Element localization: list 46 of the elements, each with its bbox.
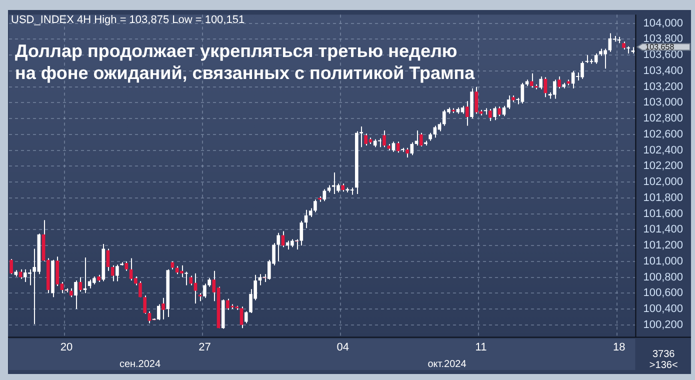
candlestick: [608, 32, 612, 52]
candlestick: [116, 264, 119, 282]
text: >136<: [648, 360, 679, 371]
candlestick: [506, 95, 510, 110]
chart-subtitle: USD_INDEX 4H High = 103,875 Low = 100,151: [11, 14, 245, 26]
candlestick: [594, 52, 598, 64]
y-tick-label: 101,600: [643, 208, 684, 220]
x-tick-label: 18: [612, 341, 626, 354]
candlestick: [493, 106, 496, 121]
x-tick-label: 27: [198, 341, 211, 354]
candlestick: [74, 280, 78, 310]
y-tick-label: 100,400: [643, 303, 684, 316]
candlestick: [143, 295, 146, 314]
candlestick: [392, 141, 396, 152]
text: сен.2024: [118, 359, 162, 370]
y-tick-label: 102,800: [643, 112, 684, 125]
y-tick-label: 101,200: [643, 240, 684, 252]
candlestick: [364, 133, 368, 146]
y-tick-label: 102,200: [643, 160, 684, 172]
y-tick-label: 102,600: [643, 128, 684, 140]
text: 3736: [651, 349, 676, 360]
candlestick: [539, 76, 542, 90]
y-tick-label: 103,000: [643, 96, 684, 109]
y-tick-label: 100,200: [643, 318, 684, 331]
candlestick: [244, 310, 248, 324]
y-tick-label: 101,800: [643, 192, 684, 204]
y-tick-label: 103,200: [643, 80, 684, 93]
y-tick-label: 103,600: [643, 49, 684, 62]
x-tick-label: 11: [475, 341, 487, 354]
candlestick: [276, 232, 280, 262]
y-tick-label: 100,600: [643, 287, 684, 300]
y-tick-label: 101,400: [643, 224, 684, 236]
candlestick: [410, 142, 414, 156]
y-tick-label: 101,000: [643, 255, 684, 268]
x-tick-label: 20: [60, 341, 73, 354]
text: Доллар продолжает укрепляться третью неделю на фоне ожиданий, связанных с политикой Трампа: [15, 40, 475, 84]
candlestick: [148, 310, 152, 324]
text: окт.2024: [426, 359, 468, 370]
y-tick-label: 103,400: [643, 64, 684, 77]
candlestick: [156, 304, 160, 321]
y-tick-label: 102,000: [643, 176, 684, 188]
y-tick-label: 102,400: [643, 144, 684, 156]
y-tick-label: 104,000: [643, 17, 684, 30]
x-tick-label: 04: [336, 341, 349, 354]
candlestick: [314, 199, 317, 213]
y-tick-label: 100,800: [643, 271, 684, 284]
